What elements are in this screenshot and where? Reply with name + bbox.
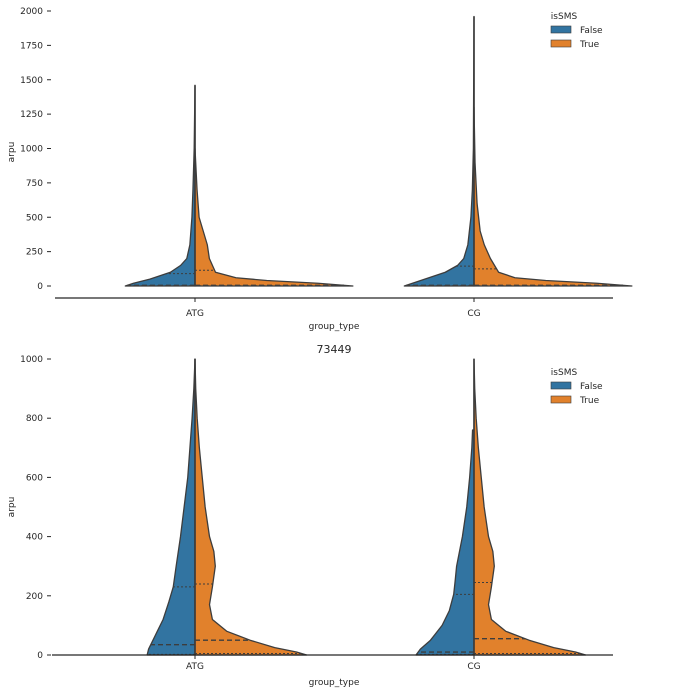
violin-cg-false [403,15,475,287]
y-tick-label: 1250 [20,110,43,120]
x-tick-label: CG [467,662,480,672]
y-tick-label: 250 [26,248,43,258]
legend-swatch-true [550,395,572,404]
violin-atg-false [124,84,196,287]
violin-atg-true [194,147,354,287]
legend-label-true: True [579,40,600,50]
violin-cg-true [473,358,587,656]
y-tick-label: 1000 [20,145,43,155]
legend-label-false: False [580,26,603,36]
top-violin-panel: 0 250 500 750 1000 1250 1500 1750 2000 arpu ATG CG g… [7,7,633,332]
violin-cg-false [415,429,475,656]
legend-label-false: False [580,382,603,392]
y-tick-label: 800 [26,414,43,424]
y-axis-label: arpu [7,142,17,163]
y-tick-label: 0 [37,282,43,292]
y-tick-label: 1750 [20,41,43,51]
y-axis-label: arpu [7,497,17,518]
y-tick-label: 1000 [20,355,43,365]
y-tick-label: 500 [26,213,43,223]
violin-atg-false [146,358,196,656]
x-tick-label: CG [467,309,480,319]
legend-label-true: True [579,396,600,406]
y-tick-label: 200 [26,592,43,602]
legend-swatch-false [550,381,572,390]
bottom-violin-panel: 0 200 400 600 800 1000 arpu ATG CG group_type 7344… [7,343,613,688]
y-tick-label: 2000 [20,7,43,17]
legend-swatch-false [550,25,572,34]
violin-cg-true [473,106,633,287]
violin-atg-true [194,358,308,656]
legend-title: isSMS [551,368,578,378]
x-tick-label: ATG [186,309,204,319]
legend-title: isSMS [551,12,578,22]
chart-title: 73449 [317,343,352,356]
y-tick-label: 400 [26,533,43,543]
y-tick-label: 750 [26,179,43,189]
x-tick-label: ATG [186,662,204,672]
legend-swatch-true [550,39,572,48]
y-tick-label: 1500 [20,76,43,86]
y-tick-label: 0 [37,651,43,661]
x-axis-label: group_type [309,322,360,332]
x-axis-label: group_type [309,678,360,688]
y-tick-label: 600 [26,473,43,483]
